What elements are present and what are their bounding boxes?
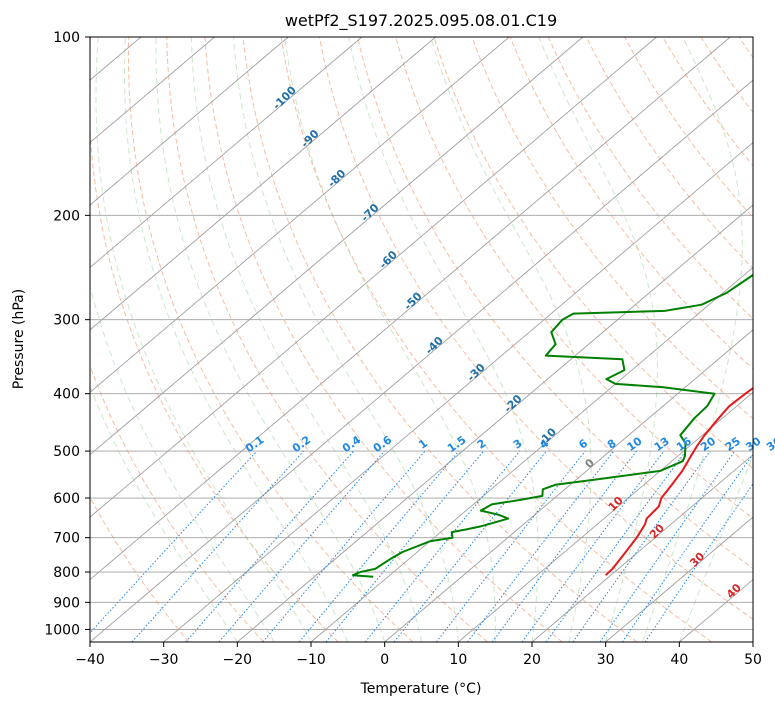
y-tick-label: 100 [53, 30, 80, 46]
mixing-ratio-label: 36 [764, 434, 775, 454]
mixing-ratio-line [572, 450, 711, 642]
mixing-ratio-line [185, 450, 354, 642]
y-tick-label: 1000 [44, 622, 80, 638]
x-tick-label: 40 [670, 652, 688, 668]
dewpoint-profile-line [352, 273, 753, 578]
y-axis: 1000 900 800 700 600 500 400 300 200 100 [44, 30, 90, 638]
isotherm [90, 37, 436, 331]
x-tick-label: 30 [597, 652, 615, 668]
isotherm [90, 37, 584, 456]
isotherm [90, 37, 289, 206]
mixing-ratio-line [364, 450, 521, 642]
series-layer [352, 273, 753, 578]
dry-adiabat [433, 37, 753, 470]
moist-adiabat [90, 283, 275, 642]
mixing-ratio-line [545, 450, 687, 642]
moist-adiabat [642, 37, 743, 642]
x-axis: −40 −30 −20 −10 0 10 20 30 40 50 [75, 642, 762, 668]
dry-adiabat [395, 37, 753, 520]
dry-adiabat [471, 37, 753, 420]
mixing-ratio-line [90, 450, 258, 634]
dry-adiabat [280, 37, 712, 642]
y-tick-label: 800 [53, 565, 80, 581]
isotherm [90, 37, 657, 518]
moist-adiabat [233, 37, 459, 642]
mixing-ratio-line [599, 450, 736, 642]
plot-frame [89, 36, 754, 643]
chart-title: wetPf2_S197.2025.095.08.01.C19 [285, 11, 557, 31]
y-tick-label: 200 [53, 208, 80, 224]
isotherm [90, 79, 753, 642]
dry-adiabat [357, 37, 753, 570]
moist-adiabat [284, 37, 496, 642]
moist-adiabat [95, 37, 312, 642]
mixing-ratio-line [131, 450, 304, 642]
moist-adiabat [430, 37, 592, 642]
grid-layer [90, 37, 753, 642]
x-tick-label: 50 [744, 652, 762, 668]
isotherm [90, 37, 363, 269]
mixing-ratio-line [393, 450, 547, 642]
x-tick-label: 20 [523, 652, 541, 668]
y-tick-label: 400 [53, 387, 80, 403]
isotherm [90, 37, 215, 144]
mixing-ratio-line [621, 453, 753, 642]
isotherm [531, 454, 753, 642]
y-tick-label: 900 [53, 595, 80, 611]
moist-adiabat [90, 384, 238, 642]
isotherm [163, 141, 753, 642]
mixing-ratio-line [436, 450, 586, 642]
mixing-ratio-line [491, 450, 637, 642]
isotherm [605, 516, 753, 642]
y-tick-label: 600 [53, 491, 80, 507]
isotherm [458, 391, 753, 642]
moist-adiabat [155, 37, 386, 642]
y-axis-label: Pressure (hPa) [11, 289, 27, 389]
mixing-ratio-line [521, 450, 665, 642]
temperature-profile-line [604, 386, 753, 576]
x-tick-label: 10 [449, 652, 467, 668]
isotherm [90, 37, 731, 581]
isotherm [237, 204, 753, 642]
dry-adiabat [242, 37, 638, 642]
y-tick-label: 500 [53, 444, 80, 460]
dry-adiabat [509, 37, 753, 370]
dry-adiabat [90, 364, 264, 642]
x-tick-label: −40 [75, 652, 105, 668]
isotherm [90, 37, 510, 393]
y-tick-label: 700 [53, 531, 80, 547]
dry-adiabat [624, 37, 753, 219]
x-axis-label: Temperature (°C) [360, 681, 482, 697]
moist-adiabat [190, 37, 422, 642]
moist-adiabat [348, 37, 539, 642]
dry-adiabat [90, 496, 190, 642]
x-tick-label: −30 [149, 652, 179, 668]
x-tick-label: −10 [296, 652, 326, 668]
dry-adiabat [127, 37, 414, 642]
y-tick-label: 300 [53, 313, 80, 329]
isotherm [384, 329, 753, 642]
moist-adiabat [678, 454, 753, 642]
moist-adiabat [538, 37, 658, 642]
dry-adiabat [547, 37, 753, 320]
mixing-ratio-line [467, 450, 615, 642]
dry-adiabat [586, 37, 753, 270]
x-tick-label: 0 [380, 652, 389, 668]
x-tick-label: −20 [223, 652, 253, 668]
dry-adiabat [318, 37, 753, 620]
mixing-ratio-line [644, 483, 753, 642]
mixing-ratio-line [262, 450, 426, 642]
